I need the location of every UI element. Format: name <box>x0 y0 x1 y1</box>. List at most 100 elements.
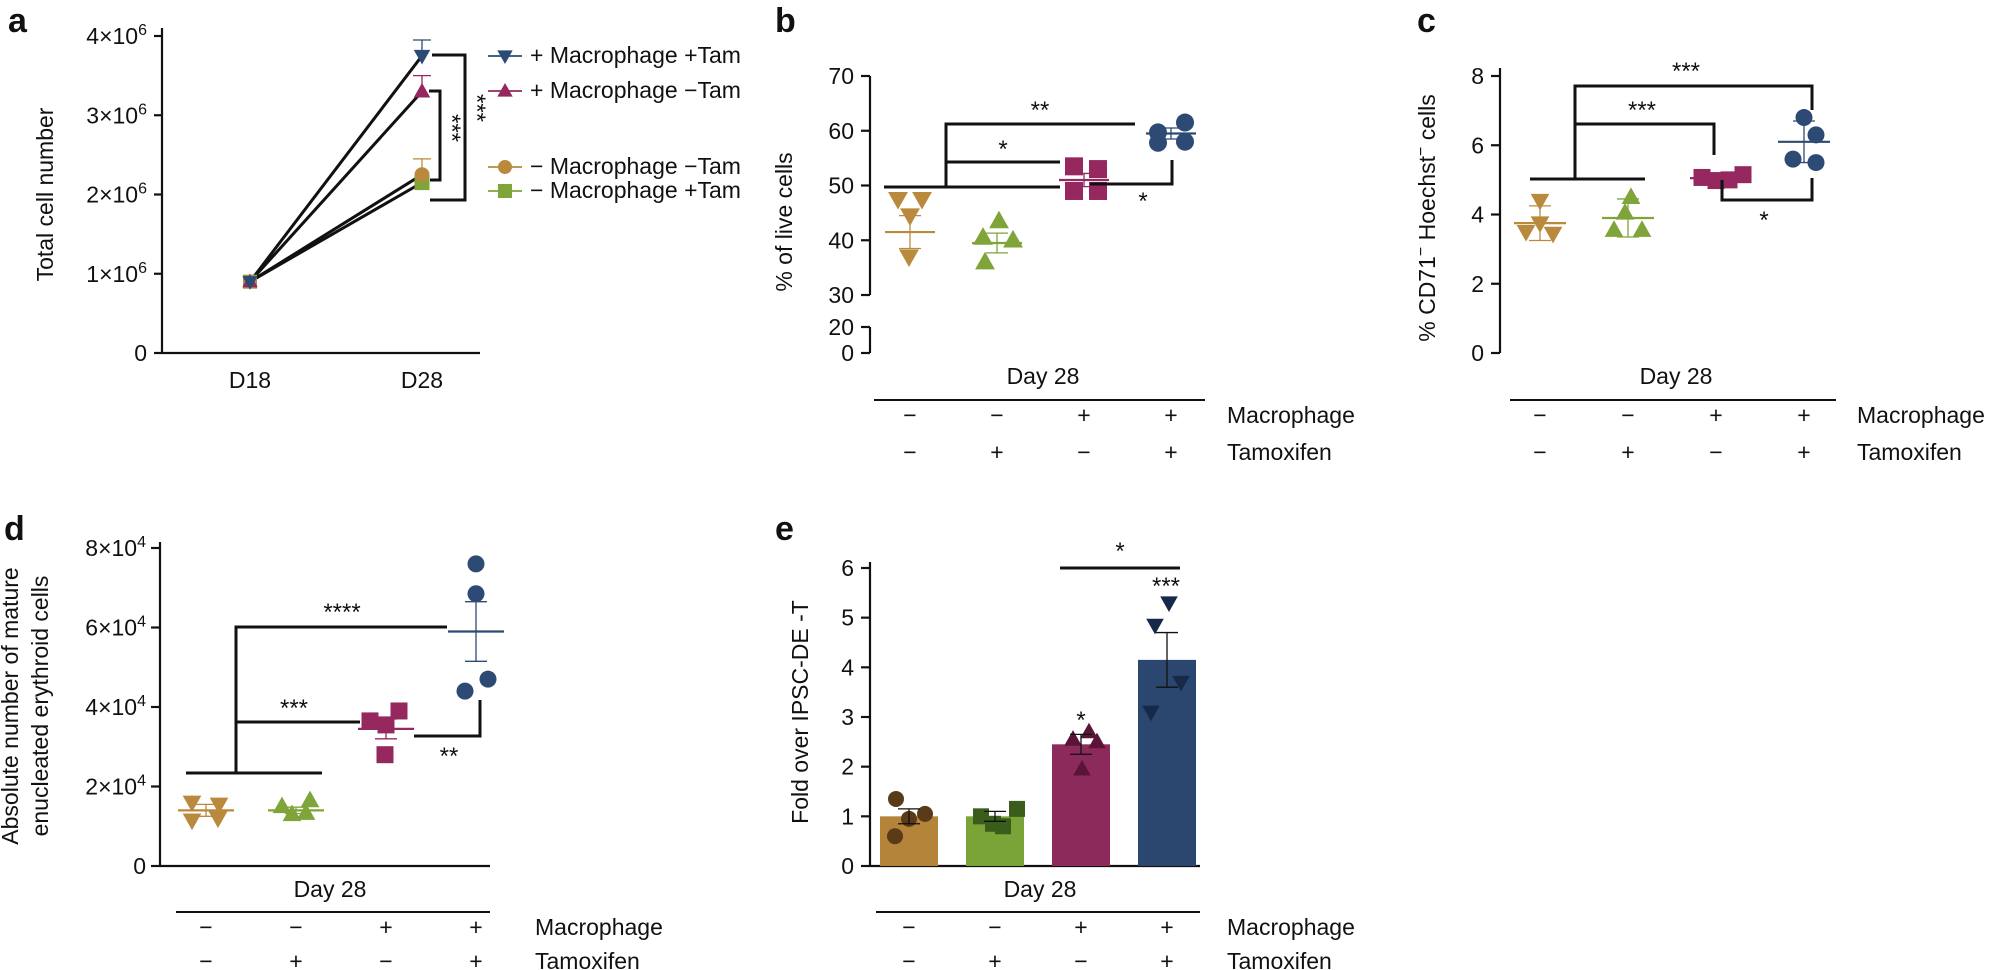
panel-b-point-3-1 <box>1176 113 1194 132</box>
panel-b-ytick-label-0: 0 <box>841 340 854 366</box>
panel-b-sign-r1-2: − <box>1077 439 1090 465</box>
panel-b-bracket-right <box>1090 160 1174 186</box>
panel-e-sign-r1-3: + <box>1160 948 1173 970</box>
panel-b-point-1-1 <box>973 227 993 245</box>
panel-a-letter: a <box>8 2 28 40</box>
panel-d-point-1-3 <box>296 803 316 820</box>
panel-c-row-label-0: Macrophage <box>1857 402 1985 428</box>
panel-e-row-label-0: Macrophage <box>1227 914 1355 940</box>
panel-c-sign-r1-2: − <box>1709 439 1722 465</box>
panel-a-ytick-label-1: 1×106 <box>86 260 147 287</box>
panel-a-sig-0: *** <box>438 114 465 142</box>
panel-c-sign-r1-3: + <box>1797 439 1810 465</box>
panel-a-ytick-label-2: 2×106 <box>86 181 147 208</box>
panel-b-sign-r0-0: − <box>903 402 916 428</box>
panel-e-sign-r0-2: + <box>1074 914 1087 940</box>
panel-d-ytick-label-2: 4×104 <box>85 693 146 720</box>
panel-b-row-label-0: Macrophage <box>1227 402 1355 428</box>
panel-e-sig-0: * <box>1115 538 1124 565</box>
panel-c-point-1-3 <box>1632 220 1652 237</box>
panel-c-sign-r1-0: − <box>1533 439 1546 465</box>
panel-b-sig-2: * <box>1138 188 1147 215</box>
panel-e-ylabel: Fold over IPSC-DE -T <box>787 600 813 824</box>
panel-d-point-1-2 <box>282 804 302 822</box>
panel-b-sign-r0-2: + <box>1077 402 1090 428</box>
panel-e-point-2-1 <box>1064 730 1082 746</box>
panel-b-point-0-1 <box>912 191 932 210</box>
panel-d-point-0-2 <box>182 813 202 831</box>
panel-e-ytick-label-0: 0 <box>841 853 854 879</box>
panel-c-letter: c <box>1417 2 1436 40</box>
panel-d-sign-r1-2: − <box>379 948 392 970</box>
panel-c-point-1-2 <box>1604 220 1624 237</box>
panel-d-xgroup-label: Day 28 <box>294 876 367 902</box>
panel-a-point-0-1 <box>413 49 431 65</box>
panel-c-ytick-label-2: 4 <box>1471 202 1484 228</box>
panel-d-point-1-0 <box>272 796 292 814</box>
panel-b-point-3-2 <box>1149 133 1167 152</box>
panel-b-sign-r0-1: − <box>990 402 1003 428</box>
panel-d-row-label-1: Tamoxifen <box>535 948 640 970</box>
panel-d-point-3-2 <box>456 682 474 700</box>
panel-e-ytick-label-5: 5 <box>841 605 854 631</box>
panel-e-bar-3 <box>1138 659 1196 866</box>
panel-b-point-3-3 <box>1176 132 1194 151</box>
panel-e-ytick-label-6: 6 <box>841 555 854 581</box>
panel-a-legend-marker-1 <box>497 82 513 97</box>
panel-e-sign-r1-0: − <box>902 948 915 970</box>
panel-c-point-3-0 <box>1795 109 1813 127</box>
panel-c-ylabel: % CD71− Hoechst− cells <box>1413 94 1440 342</box>
panel-e-point-2-2 <box>1088 732 1106 749</box>
panel-a-sig-1: *** <box>463 94 490 122</box>
panel-b-sign-r0-3: + <box>1164 402 1177 428</box>
panel-e-ytick-label-1: 1 <box>841 803 854 829</box>
panel-a-legend-label-2: − Macrophage −Tam <box>530 153 741 179</box>
panel-a-legend-label-3: − Macrophage +Tam <box>530 177 741 203</box>
panel-d-sign-r1-3: + <box>469 948 482 970</box>
panel-e-sig-1: * <box>1076 707 1085 734</box>
panel-d-point-2-1 <box>390 702 408 720</box>
panel-e-point-3-3 <box>1172 675 1190 692</box>
panel-d-ylabel-0: Absolute number of mature <box>0 567 23 844</box>
panel-e-ytick-label-2: 2 <box>841 754 854 780</box>
panel-e-ytick-label-4: 4 <box>841 654 854 680</box>
panel-a-legend-marker-3 <box>498 184 512 198</box>
panel-d-letter: d <box>4 510 25 548</box>
panel-c-ytick-label-0: 0 <box>1471 340 1484 366</box>
panel-a-xtick-label-1: D28 <box>401 367 443 393</box>
panel-b-sig-0: ** <box>1031 97 1050 124</box>
panel-c-point-0-1 <box>1516 225 1536 242</box>
panel-b-ytick-label-6: 70 <box>828 63 854 89</box>
panel-c-ytick-label-4: 8 <box>1471 63 1484 89</box>
panel-a-point-1-1 <box>413 82 431 98</box>
panel-c-point-0-0 <box>1530 193 1550 211</box>
panel-a-legend-marker-2 <box>498 160 512 174</box>
panel-b-point-1-0 <box>989 210 1009 229</box>
panel-d-point-2-3 <box>376 746 394 764</box>
panel-e-sign-r0-3: + <box>1160 914 1173 940</box>
panel-c-bracket-mid <box>1575 122 1716 155</box>
panel-d-point-0-1 <box>209 797 229 815</box>
panel-b-sig-1: * <box>998 136 1007 163</box>
panel-e-point-2-3 <box>1073 759 1091 776</box>
panel-b-letter: b <box>775 2 796 40</box>
panel-b-point-2-0 <box>1065 157 1083 176</box>
panel-a-legend-label-1: + Macrophage −Tam <box>530 77 741 103</box>
panel-c-sign-r0-3: + <box>1797 402 1810 428</box>
panel-c-sig-2: * <box>1759 207 1768 234</box>
panel-d-point-0-0 <box>182 795 202 813</box>
panel-a-ylabel: Total cell number <box>32 107 58 281</box>
panel-a-ytick-label-3: 3×106 <box>86 101 147 128</box>
panel-e-ytick-label-3: 3 <box>841 704 854 730</box>
panel-c-point-2-3 <box>1734 166 1752 184</box>
panel-e-sign-r0-1: − <box>988 914 1001 940</box>
panel-c-sig-1: *** <box>1628 97 1656 124</box>
panel-d-point-0-3 <box>208 811 228 829</box>
panel-c-ytick-label-1: 2 <box>1471 271 1484 297</box>
panel-d-sign-r0-3: + <box>469 914 482 940</box>
panel-b-xgroup-label: Day 28 <box>1007 363 1080 389</box>
panel-a-ytick-label-0: 0 <box>134 340 147 366</box>
panel-a-ytick-label-4: 4×106 <box>86 22 147 49</box>
panel-b-sign-r1-3: + <box>1164 439 1177 465</box>
